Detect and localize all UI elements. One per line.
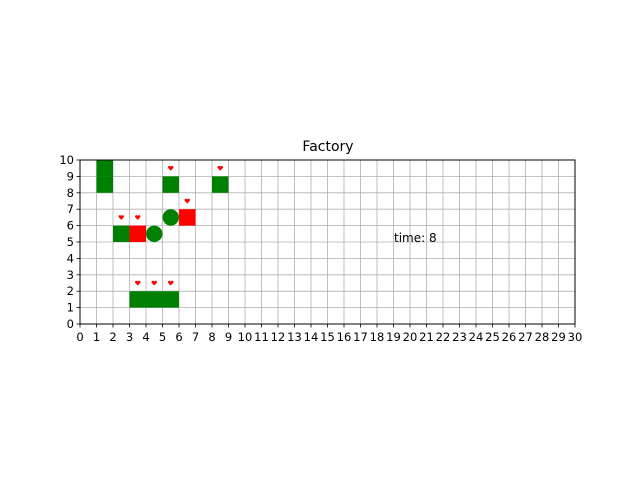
x-tick-label: 1 [93, 330, 100, 344]
station-cell [113, 225, 130, 242]
x-tick-label: 29 [551, 330, 566, 344]
y-tick-label: 0 [67, 317, 74, 331]
station-cell [162, 291, 179, 308]
heart-marker-icon [184, 198, 190, 204]
markers [118, 165, 223, 286]
heart-marker-icon [135, 215, 141, 220]
agent-circle [146, 225, 163, 242]
axis-ticks: 0 1 2 3 4 5 6 7 8 9 10 11 12 13 14 15 16 17 18 19 20 21 22 23 24… [59, 153, 582, 344]
x-tick-label: 25 [485, 330, 500, 344]
y-tick-label: 2 [67, 284, 74, 298]
y-tick-label: 1 [67, 301, 74, 315]
x-tick-label: 7 [192, 330, 199, 344]
x-tick-label: 6 [175, 330, 182, 344]
y-tick-label: 10 [59, 153, 74, 167]
x-tick-label: 18 [370, 330, 385, 344]
x-tick-label: 3 [126, 330, 133, 344]
x-tick-label: 13 [287, 330, 302, 344]
x-tick-label: 0 [76, 330, 83, 344]
heart-marker-icon [217, 165, 223, 171]
x-tick-label: 14 [304, 330, 319, 344]
heart-marker-icon [168, 165, 174, 171]
x-tick-label: 27 [518, 330, 533, 344]
x-tick-label: 30 [568, 330, 583, 344]
heart-marker-icon [135, 280, 141, 286]
station-cell [212, 176, 229, 193]
station-cell [162, 176, 179, 193]
heart-marker-icon [168, 280, 174, 286]
station-cell [96, 160, 113, 177]
y-tick-label: 8 [67, 186, 74, 200]
cells [96, 160, 229, 308]
station-cell [129, 291, 146, 308]
y-tick-label: 7 [67, 202, 74, 216]
x-tick-label: 8 [208, 330, 215, 344]
x-tick-label: 16 [337, 330, 352, 344]
x-tick-label: 19 [386, 330, 401, 344]
plot-title: Factory [302, 139, 353, 155]
x-tick-label: 28 [535, 330, 550, 344]
station-cell [146, 291, 163, 308]
machine-cell [129, 225, 146, 242]
y-tick-label: 5 [67, 235, 74, 249]
y-tick-label: 3 [67, 268, 74, 282]
station-cell [96, 176, 113, 193]
heart-marker-icon [151, 280, 157, 286]
machine-cell [179, 209, 196, 226]
x-tick-label: 20 [403, 330, 418, 344]
x-tick-label: 21 [419, 330, 434, 344]
x-tick-label: 22 [436, 330, 451, 344]
y-tick-label: 6 [67, 219, 74, 233]
y-tick-label: 9 [67, 169, 74, 183]
x-tick-label: 10 [238, 330, 253, 344]
x-tick-label: 26 [502, 330, 517, 344]
time-label: time: 8 [394, 231, 437, 245]
y-tick-label: 4 [67, 251, 74, 265]
x-tick-label: 12 [271, 330, 286, 344]
x-tick-label: 24 [469, 330, 484, 344]
x-tick-label: 17 [353, 330, 368, 344]
x-tick-label: 23 [452, 330, 467, 344]
x-tick-label: 4 [142, 330, 149, 344]
agent-circle [162, 209, 179, 226]
x-tick-label: 15 [320, 330, 335, 344]
x-tick-label: 5 [159, 330, 166, 344]
x-tick-label: 9 [225, 330, 232, 344]
x-tick-label: 2 [109, 330, 116, 344]
heart-marker-icon [118, 215, 124, 220]
x-tick-label: 11 [254, 330, 269, 344]
